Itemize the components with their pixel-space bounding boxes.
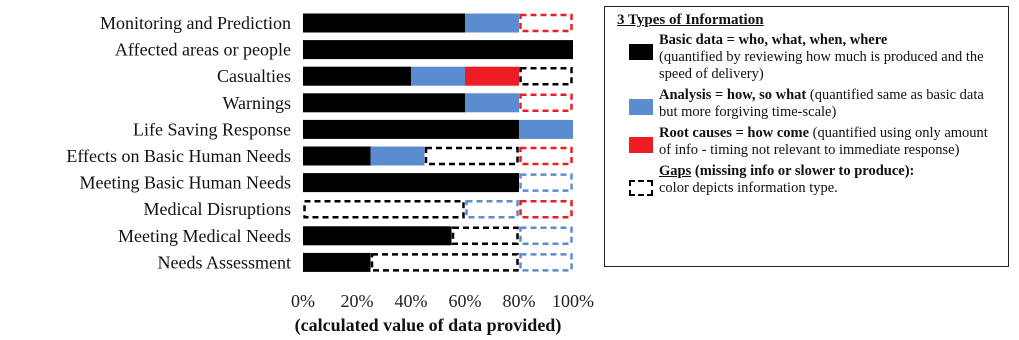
x-tick-labels: 0% 20% 40% 60% 80% 100% — [291, 291, 594, 311]
category-label: Meeting Medical Needs — [118, 226, 291, 246]
legend-swatch-gap — [629, 180, 653, 196]
bar-segment-analysis — [411, 66, 465, 86]
legend-head-gap-rest: (missing info or slower to produce): — [691, 163, 915, 179]
stacked-bar-chart: Monitoring and Prediction Affected areas … — [66, 13, 594, 336]
bar-segment-root-gap — [519, 199, 573, 219]
legend-item-gap: Gaps (missing info or slower to produce)… — [613, 163, 1000, 197]
legend-item-analysis: Analysis = how, so what (quantified same… — [613, 87, 1000, 121]
x-tick-label: 60% — [449, 291, 482, 311]
legend-text-gap: color depicts information type. — [659, 180, 838, 196]
bar-segment-analysis — [370, 146, 425, 166]
bar-segment-basic — [303, 13, 465, 33]
bar-segment-analysis-gap — [519, 226, 573, 246]
category-label: Medical Disruptions — [144, 199, 291, 219]
legend-head-basic: Basic data = who, what, when, where — [659, 32, 888, 48]
bar-segment-root-gap — [519, 13, 573, 33]
bar-segment-basic — [303, 66, 411, 86]
category-label: Warnings — [222, 93, 291, 113]
bar-segment-root-gap — [519, 146, 573, 166]
legend-text-root: (quantified using only amount of info - … — [659, 125, 988, 158]
bar-segment-basic — [303, 173, 519, 193]
legend-text-basic: (quantified by reviewing how much is pro… — [659, 49, 984, 82]
bar-segment-root-gap — [519, 93, 573, 113]
bar-segment-root — [465, 66, 519, 86]
category-label: Monitoring and Prediction — [100, 13, 291, 33]
bar-segment-basic-gap — [303, 199, 465, 219]
x-tick-label: 80% — [503, 291, 536, 311]
legend-head-analysis: Analysis = how, so what — [659, 87, 807, 103]
legend-item-basic: Basic data = who, what, when, where (qua… — [613, 32, 1000, 83]
x-tick-label: 100% — [552, 291, 594, 311]
x-tick-label: 40% — [395, 291, 428, 311]
bar-segment-analysis — [465, 93, 519, 113]
bar-segment-basic — [303, 252, 371, 272]
legend-text-analysis: (quantified same as basic data but more … — [659, 87, 984, 120]
category-label: Casualties — [217, 66, 291, 86]
legend-head-gap: Gaps — [659, 163, 692, 179]
category-label: Meeting Basic Human Needs — [80, 173, 291, 193]
bars-group — [303, 13, 573, 272]
bar-segment-analysis — [519, 119, 573, 139]
category-label: Life Saving Response — [133, 119, 291, 139]
bar-segment-analysis-gap — [465, 199, 519, 219]
x-axis-label: (calculated value of data provided) — [295, 315, 562, 336]
legend-swatch-basic — [629, 44, 653, 60]
bar-segment-basic — [303, 40, 573, 60]
category-label: Effects on Basic Human Needs — [66, 146, 291, 166]
bar-segment-basic-gap — [424, 146, 519, 166]
bar-segment-analysis — [465, 13, 519, 33]
bar-segment-basic — [303, 119, 519, 139]
bar-segment-analysis-gap — [519, 253, 573, 272]
bar-segment-analysis-gap — [519, 173, 573, 192]
bar-segment-basic-gap — [370, 253, 519, 272]
bar-segment-basic-gap — [519, 66, 573, 86]
legend-title: 3 Types of Information — [617, 12, 764, 28]
category-label: Affected areas or people — [115, 40, 291, 60]
x-tick-label: 20% — [341, 291, 374, 311]
bar-segment-basic-gap — [451, 226, 519, 246]
bar-segment-basic — [303, 93, 465, 113]
legend-box: 3 Types of Information Basic data = who,… — [604, 6, 1009, 267]
legend-item-root: Root causes = how come (quantified using… — [613, 125, 1000, 159]
category-labels: Monitoring and Prediction Affected areas … — [66, 13, 291, 272]
bar-segment-basic — [303, 146, 371, 166]
bar-segment-basic — [303, 226, 452, 246]
legend-head-root: Root causes = how come — [659, 125, 810, 141]
legend-swatch-root — [629, 137, 653, 153]
x-tick-label: 0% — [291, 291, 315, 311]
category-label: Needs Assessment — [158, 252, 292, 272]
legend-swatch-analysis — [629, 99, 653, 115]
